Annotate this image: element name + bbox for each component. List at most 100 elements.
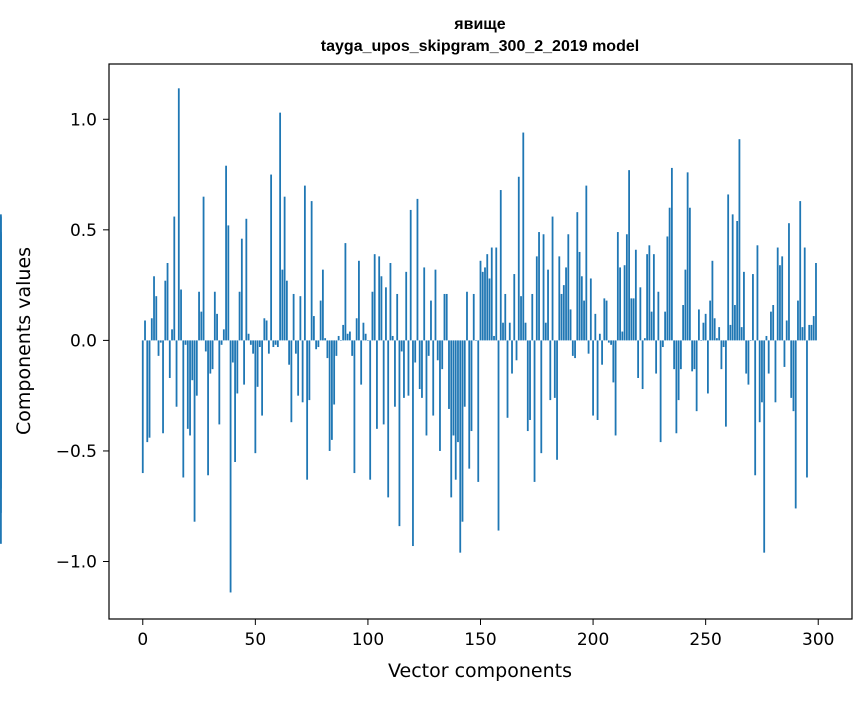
bar-258 bbox=[722, 340, 725, 348]
bar-295 bbox=[806, 340, 808, 478]
bar-278 bbox=[767, 340, 770, 374]
bar-40 bbox=[231, 340, 234, 363]
bar-57 bbox=[270, 174, 273, 341]
bar-93 bbox=[351, 340, 354, 356]
bar-109 bbox=[387, 340, 390, 498]
bar-42 bbox=[236, 340, 239, 394]
bar-29 bbox=[207, 340, 209, 476]
x-tick-label: 0 bbox=[137, 630, 148, 650]
bar-140 bbox=[457, 340, 459, 443]
bar-17 bbox=[180, 289, 182, 341]
bar-204 bbox=[601, 340, 603, 365]
bar-214 bbox=[623, 265, 626, 341]
bar-244 bbox=[691, 340, 694, 372]
bar-193 bbox=[576, 212, 579, 341]
bar-134 bbox=[443, 293, 446, 341]
bar-186 bbox=[560, 293, 563, 341]
bar-77 bbox=[315, 340, 318, 350]
bar-62 bbox=[281, 269, 284, 341]
bar-285 bbox=[783, 340, 786, 367]
bar-247 bbox=[698, 309, 700, 341]
bar-119 bbox=[409, 209, 412, 341]
bar-108 bbox=[385, 287, 387, 341]
bar-97 bbox=[360, 340, 363, 385]
bar-284 bbox=[781, 256, 784, 341]
x-tick-label: 200 bbox=[577, 630, 609, 650]
bar-2 bbox=[146, 340, 149, 443]
bar-252 bbox=[709, 300, 712, 341]
bar-263 bbox=[734, 305, 736, 341]
bar-128 bbox=[430, 300, 432, 341]
bar-63 bbox=[283, 196, 286, 341]
bar-174 bbox=[533, 340, 536, 482]
bar-52 bbox=[258, 340, 261, 348]
bar-33 bbox=[216, 313, 218, 341]
x-tick-label: 100 bbox=[352, 630, 384, 650]
bar-8 bbox=[159, 340, 162, 343]
bar-4 bbox=[150, 318, 153, 341]
bar-150 bbox=[479, 260, 482, 341]
bar-176 bbox=[538, 232, 540, 341]
bar-81 bbox=[324, 338, 327, 341]
bar-51 bbox=[256, 340, 259, 387]
bar-127 bbox=[427, 340, 430, 356]
bar-143 bbox=[463, 340, 466, 407]
bar-44 bbox=[240, 238, 243, 341]
bars-group bbox=[0, 88, 817, 593]
bar-38 bbox=[227, 225, 230, 341]
bar-274 bbox=[758, 340, 761, 423]
bar-184 bbox=[556, 340, 558, 460]
bar-180 bbox=[547, 269, 549, 341]
bar-287 bbox=[788, 223, 790, 341]
bar-68 bbox=[294, 340, 297, 354]
bar-82 bbox=[326, 340, 329, 359]
bar-178 bbox=[542, 234, 545, 341]
bar-227 bbox=[652, 254, 655, 341]
bar-251 bbox=[707, 340, 709, 394]
bar-28 bbox=[204, 340, 207, 352]
bar-221 bbox=[639, 287, 642, 341]
bar-213 bbox=[621, 331, 624, 341]
bar-275 bbox=[761, 340, 763, 403]
bar-24 bbox=[195, 340, 198, 396]
bar-101 bbox=[369, 340, 372, 480]
bar-242 bbox=[686, 172, 689, 341]
bar-210 bbox=[614, 340, 617, 436]
bar-222 bbox=[641, 340, 644, 390]
bar-172 bbox=[529, 340, 531, 420]
bar-149 bbox=[477, 340, 480, 482]
bar-13 bbox=[171, 329, 173, 341]
bar-61 bbox=[279, 112, 282, 341]
bar-183 bbox=[553, 340, 556, 398]
bar-75 bbox=[310, 201, 313, 341]
bar-129 bbox=[432, 340, 435, 416]
bar-293 bbox=[801, 327, 804, 341]
bar-273 bbox=[756, 245, 759, 341]
bar-undefined bbox=[0, 265, 2, 341]
bar-256 bbox=[718, 327, 721, 341]
bar-171 bbox=[526, 340, 529, 432]
bar-241 bbox=[684, 269, 687, 341]
bar-106 bbox=[380, 276, 383, 341]
bar-272 bbox=[754, 340, 757, 476]
bar-65 bbox=[288, 340, 291, 365]
y-tick-label: −1.0 bbox=[56, 553, 97, 573]
bar-121 bbox=[414, 340, 417, 363]
bar-203 bbox=[598, 333, 601, 341]
bar-47 bbox=[247, 333, 250, 341]
x-tick-label: 150 bbox=[464, 630, 496, 650]
bar-19 bbox=[184, 340, 187, 345]
bar-262 bbox=[731, 214, 734, 341]
bar-83 bbox=[328, 340, 331, 451]
bar-257 bbox=[720, 340, 723, 370]
bar-88 bbox=[340, 340, 342, 341]
bar-169 bbox=[522, 132, 525, 341]
bar-188 bbox=[565, 267, 567, 341]
bar-73 bbox=[306, 340, 309, 480]
bar-116 bbox=[403, 340, 405, 398]
bar-80 bbox=[321, 269, 324, 341]
bar-208 bbox=[610, 340, 612, 345]
bar-250 bbox=[704, 313, 707, 341]
x-tick-label: 50 bbox=[245, 630, 267, 650]
